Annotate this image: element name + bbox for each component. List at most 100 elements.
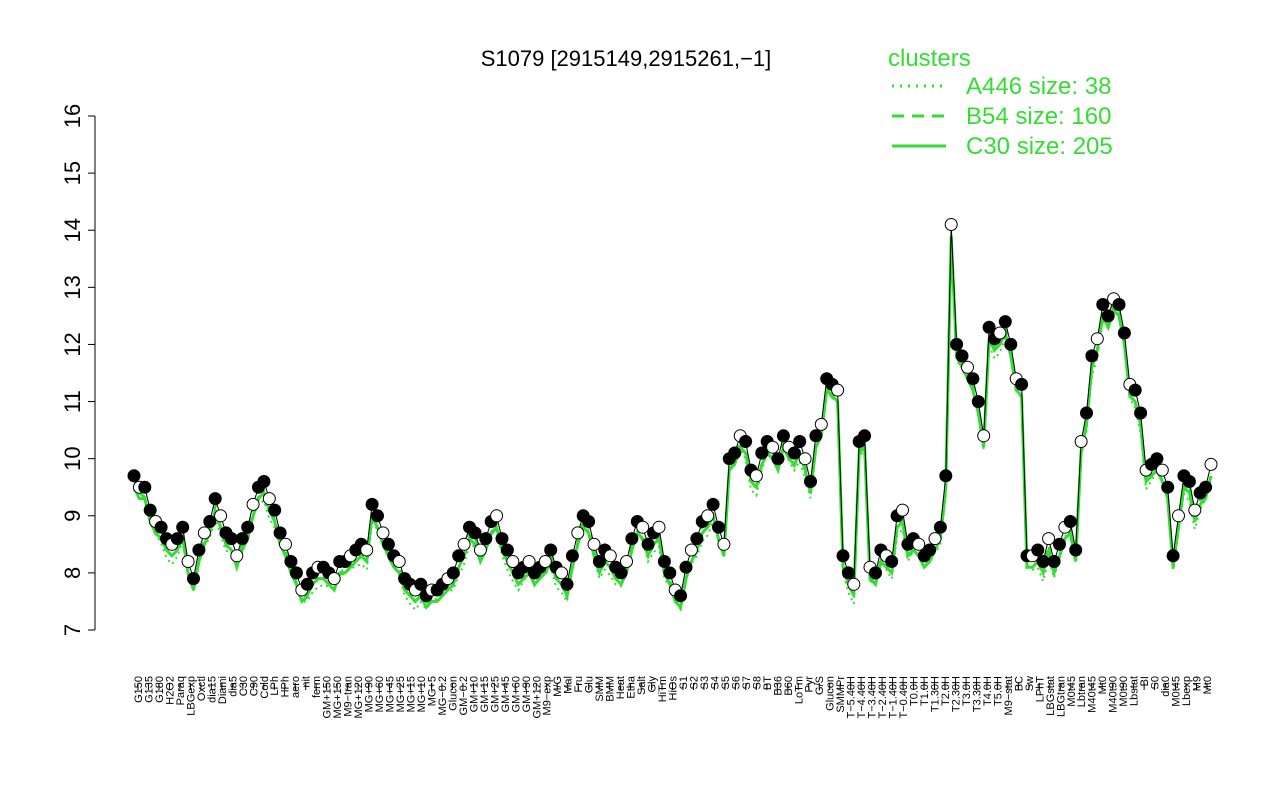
- x-tick-label: G135: [143, 676, 155, 703]
- data-point: [500, 543, 514, 557]
- data-point: [998, 315, 1012, 329]
- data-point: [966, 372, 980, 386]
- data-point: [885, 555, 899, 568]
- data-point: [603, 549, 617, 563]
- data-point: [787, 446, 801, 460]
- x-tick-label: T−5.40H: [846, 676, 858, 719]
- data-point: [1134, 406, 1148, 420]
- data-point: [241, 520, 255, 534]
- x-tick-label: dia5: [227, 676, 239, 697]
- x-tick-label: Diami: [217, 676, 229, 704]
- x-tick-label: LPhT: [1034, 676, 1046, 703]
- x-tick-label: Cold: [259, 676, 271, 699]
- x-tick-label: S5: [720, 676, 732, 689]
- data-point: [197, 526, 211, 540]
- x-tick-label: Gly: [647, 676, 659, 693]
- data-point: [392, 555, 406, 568]
- x-tick-label: MG+120: [353, 676, 365, 719]
- data-point: [273, 526, 287, 540]
- data-point: [690, 532, 704, 546]
- x-tick-label: MG+150: [332, 676, 344, 719]
- x-tick-label: LPh: [269, 676, 281, 696]
- x-tick-label: MG+15: [405, 676, 417, 712]
- data-point: [1096, 298, 1110, 311]
- x-tick-label: GM+15: [479, 676, 491, 712]
- y-tick-label: 8: [60, 567, 85, 579]
- data-point: [143, 503, 157, 517]
- data-point: [1047, 555, 1061, 568]
- x-tick-label: nit: [301, 676, 313, 688]
- data-point: [933, 520, 947, 534]
- x-tick-label: T3.30H: [971, 676, 983, 712]
- data-point: [176, 520, 190, 534]
- x-tick-label: LBGstat: [1045, 676, 1057, 716]
- data-point: [208, 492, 222, 506]
- data-point: [977, 429, 991, 443]
- data-point: [522, 555, 536, 568]
- x-tick-label: S6: [730, 676, 742, 689]
- cluster-lines: [132, 235, 1213, 613]
- x-tick-label: B60: [783, 676, 795, 696]
- data-point: [896, 503, 909, 517]
- data-point: [1080, 406, 1093, 420]
- y-tick-label: 16: [60, 104, 85, 128]
- data-point: [214, 509, 228, 523]
- data-point: [565, 549, 579, 563]
- x-tick-label: T1.30H: [930, 676, 942, 712]
- data-point: [1166, 549, 1180, 563]
- data-point: [961, 360, 974, 374]
- x-tick-label: Paraq: [175, 676, 187, 705]
- data-point: [538, 555, 552, 568]
- x-tick-label: Etha: [626, 675, 638, 699]
- x-tick-label: T0.0H: [909, 676, 921, 706]
- data-point: [571, 526, 585, 540]
- data-point: [127, 469, 141, 483]
- x-tick-label: M40t90: [1108, 676, 1120, 713]
- x-tick-label: Fru: [573, 676, 585, 693]
- x-tick-label: T−2.40H: [877, 676, 889, 719]
- data-point: [841, 566, 855, 580]
- data-point: [858, 429, 872, 443]
- legend-label: A446 size: 38: [966, 73, 1111, 100]
- data-point: [371, 509, 384, 523]
- data-point: [1155, 463, 1169, 477]
- data-point: [1031, 543, 1045, 557]
- data-point: [771, 452, 785, 466]
- x-tick-label: H2O2: [164, 676, 176, 705]
- data-point: [468, 526, 482, 540]
- x-tick-label: LBGexp: [185, 676, 197, 716]
- x-tick-label: dia15: [206, 676, 218, 703]
- x-tick-label: G/S: [814, 676, 826, 695]
- data-point: [1161, 480, 1175, 494]
- data-point: [1117, 326, 1131, 340]
- data-point: [717, 537, 731, 551]
- x-tick-label: MG−0.2: [437, 676, 449, 715]
- data-point: [928, 532, 942, 546]
- x-tick-label: T4.0H: [982, 676, 994, 706]
- data-point: [235, 532, 249, 546]
- data-point: [1015, 377, 1029, 391]
- x-tick-label: Glu: [584, 676, 596, 693]
- x-tick-label: M9: [1192, 676, 1204, 691]
- data-point: [923, 543, 937, 557]
- data-point: [755, 446, 769, 460]
- x-tick-label: M9−stat: [1003, 676, 1015, 715]
- data-point: [268, 503, 282, 517]
- data-point: [154, 520, 168, 534]
- data-point: [679, 560, 693, 574]
- data-point: [582, 515, 596, 528]
- x-tick-label: Pyr: [804, 676, 816, 693]
- data-point: [457, 537, 471, 551]
- data-point: [192, 543, 206, 557]
- x-tick-label: S8: [751, 676, 763, 689]
- legend-label: C30 size: 205: [966, 133, 1113, 160]
- data-point: [224, 532, 238, 546]
- x-tick-label: LoTm: [793, 676, 805, 704]
- data-point: [257, 475, 271, 488]
- x-tick-label: T5.0H: [992, 676, 1004, 706]
- data-point: [203, 515, 217, 528]
- data-point: [950, 337, 964, 351]
- x-tick-label: T−0.40H: [898, 676, 910, 719]
- legend-label: B54 size: 160: [966, 103, 1111, 130]
- data-point: [809, 429, 823, 443]
